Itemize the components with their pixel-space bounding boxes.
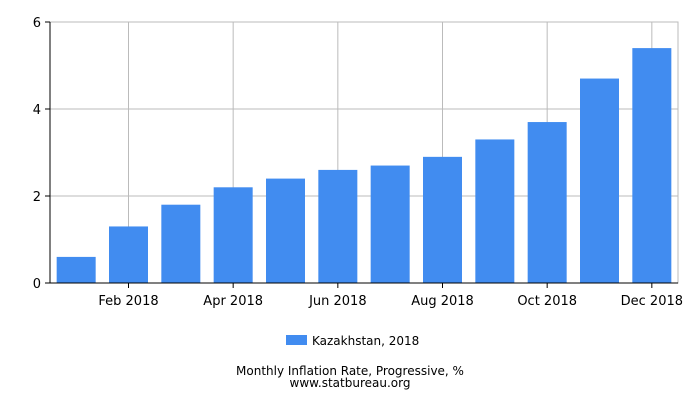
bar: [56, 256, 96, 283]
x-tick-label: Dec 2018: [621, 294, 683, 309]
bar: [475, 139, 515, 283]
y-tick-label: 0: [33, 277, 41, 292]
legend: Kazakhstan, 2018: [286, 334, 419, 348]
x-tick-label: Aug 2018: [411, 294, 474, 309]
bar: [423, 156, 462, 283]
chart-title: Monthly Inflation Rate, Progressive, %: [236, 364, 464, 378]
x-tick-label: Feb 2018: [98, 294, 158, 309]
bars: [56, 48, 672, 283]
bar: [109, 226, 148, 283]
legend-label: Kazakhstan, 2018: [312, 334, 419, 348]
x-tick-label: Apr 2018: [203, 294, 263, 309]
bar: [370, 165, 410, 283]
bar: [266, 178, 305, 283]
y-tick-label: 4: [33, 103, 41, 118]
bar: [527, 122, 567, 283]
bar: [161, 204, 201, 283]
x-tick-label: Oct 2018: [517, 294, 577, 309]
bar: [213, 187, 253, 283]
bar: [318, 169, 358, 283]
y-tick-label: 6: [33, 16, 41, 31]
bar: [580, 78, 619, 283]
bar: [632, 48, 672, 283]
legend-swatch: [286, 335, 307, 345]
axes: 0 2 4 6 Feb 2018 Apr 2018 Jun 2018 Aug 2018 Oct …: [33, 16, 683, 309]
chart-source: www.statbureau.org: [290, 376, 411, 390]
x-tick-label: Jun 2018: [308, 294, 367, 309]
y-tick-label: 2: [33, 190, 41, 205]
